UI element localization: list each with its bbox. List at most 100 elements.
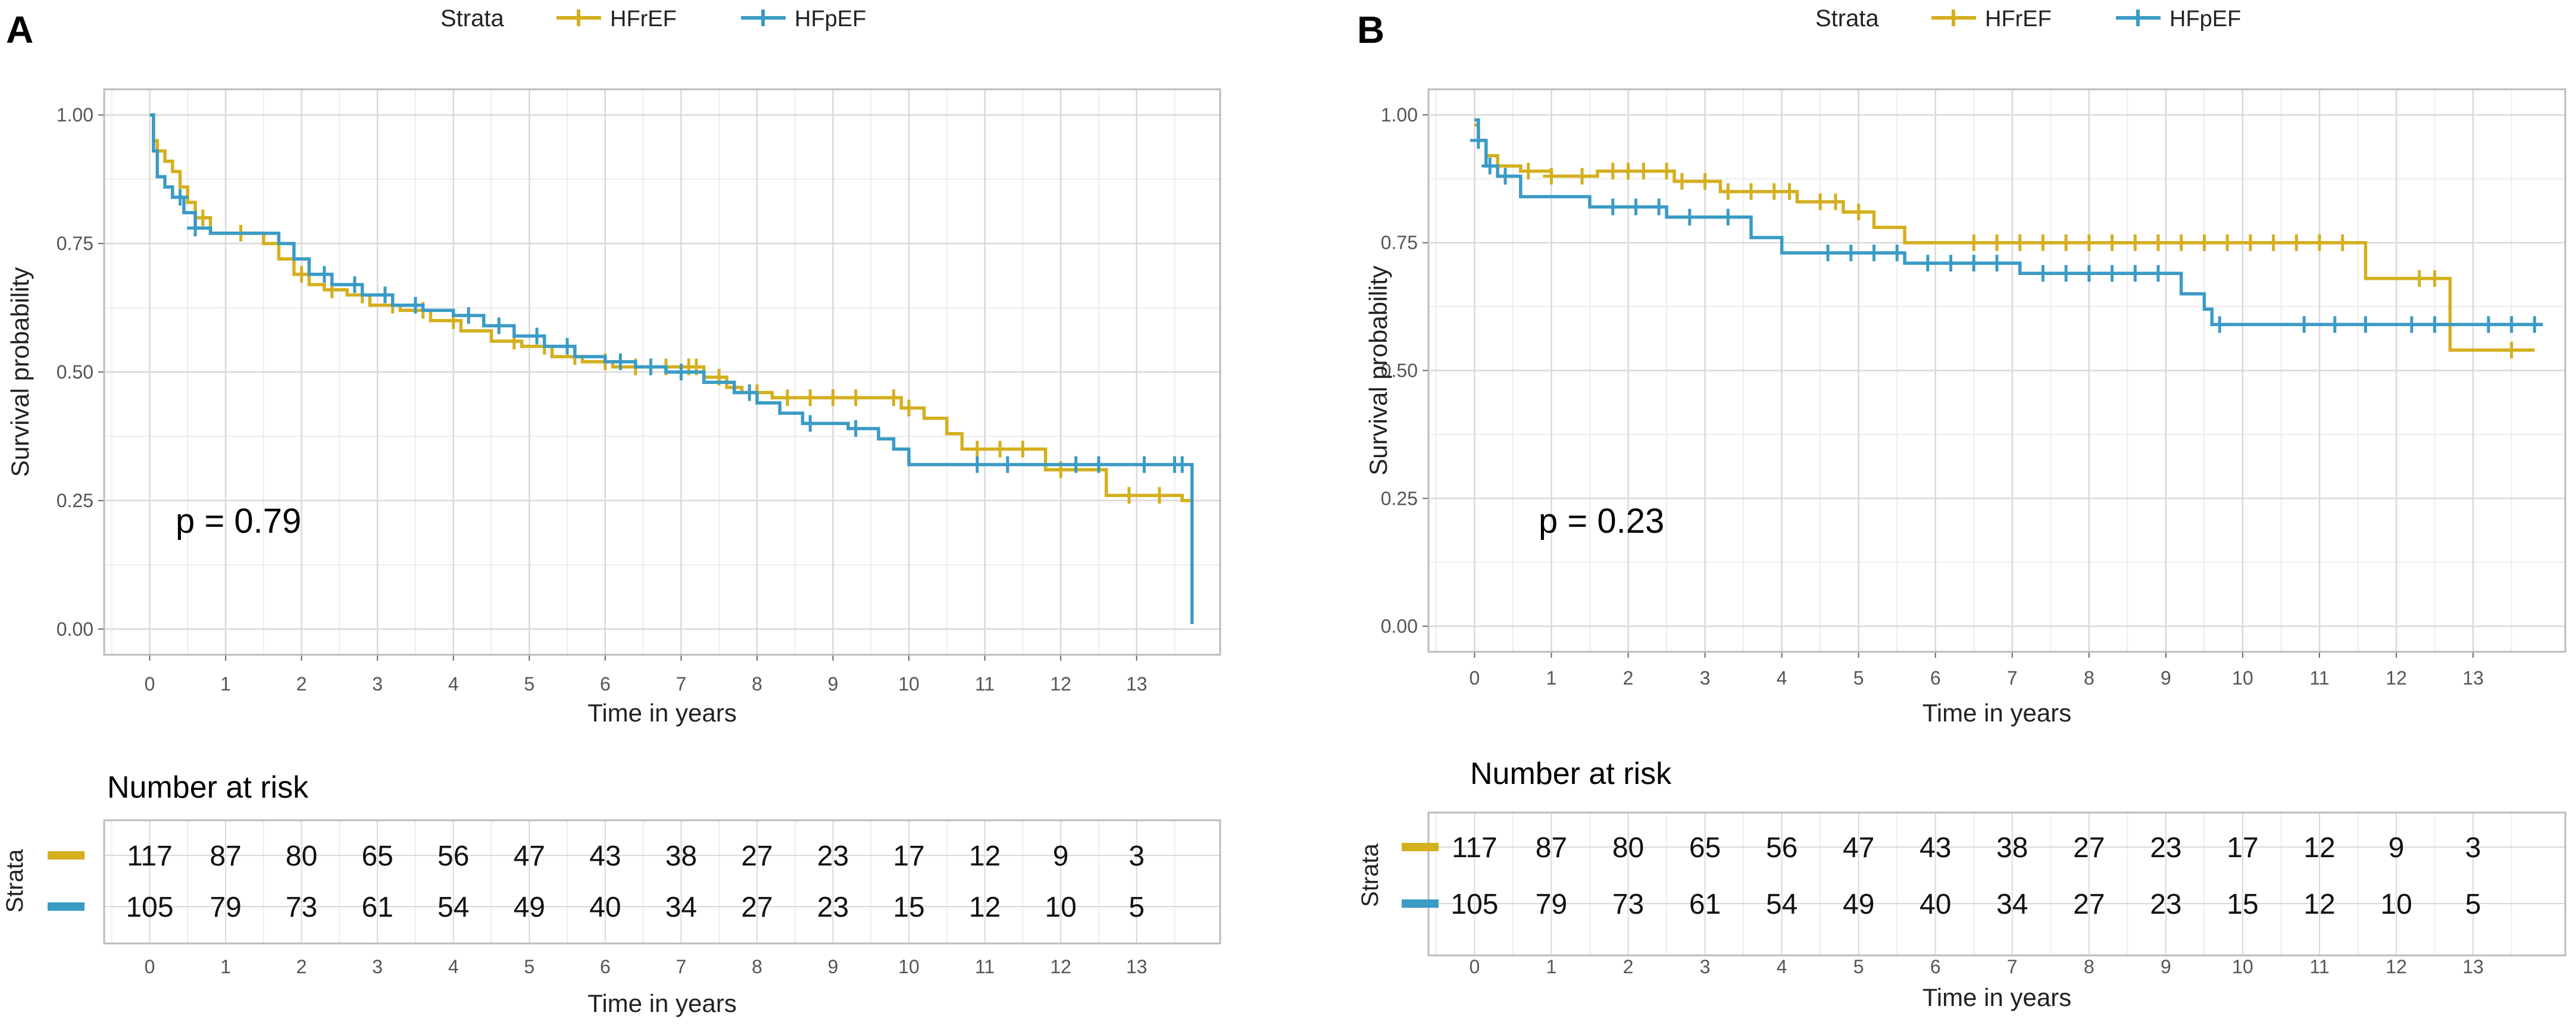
risk-count: 10 xyxy=(2380,889,2412,920)
risk-count: 17 xyxy=(893,840,924,872)
x-axis-label: Time in years xyxy=(1922,699,2072,727)
risk-table-title: Number at risk xyxy=(1470,757,1672,791)
censor-mark xyxy=(1481,157,1499,174)
risk-count: 38 xyxy=(1996,832,2028,864)
censor-mark xyxy=(1604,198,1621,215)
x-tick-label: 3 xyxy=(1700,667,1711,689)
risk-count: 9 xyxy=(2389,832,2405,864)
x-tick-label: 8 xyxy=(2084,667,2094,689)
risk-count: 12 xyxy=(969,840,1001,872)
legend-label: HFpEF xyxy=(795,7,866,32)
censor-mark xyxy=(1627,198,1645,215)
censor-mark xyxy=(1919,255,1936,272)
risk-table-border xyxy=(1427,811,2566,957)
risk-count: 56 xyxy=(437,840,469,872)
risk-x-tick-label: 11 xyxy=(975,956,995,977)
censor-mark xyxy=(901,399,918,417)
legend: Strata HFrEF HFpEF xyxy=(1815,5,2241,32)
censor-mark xyxy=(1014,440,1031,458)
risk-count: 38 xyxy=(665,840,697,872)
risk-count: 3 xyxy=(2465,832,2481,864)
censor-mark xyxy=(1543,168,1560,185)
risk-count: 12 xyxy=(2303,889,2335,920)
censor-mark xyxy=(2403,316,2420,333)
censor-mark xyxy=(2526,316,2543,333)
risk-count: 12 xyxy=(969,892,1001,923)
x-tick-label: 5 xyxy=(524,673,534,695)
censor-mark xyxy=(1765,183,1783,200)
censor-mark xyxy=(779,389,796,407)
risk-count: 47 xyxy=(1843,832,1874,864)
risk-count: 9 xyxy=(1053,840,1069,872)
censor-mark xyxy=(1965,255,1983,272)
censor-mark xyxy=(490,317,508,335)
legend-item-hfpef[interactable]: HFpEF xyxy=(741,7,866,32)
y-axis-label: Survival probability xyxy=(6,267,34,477)
y-tick-label: 0.50 xyxy=(57,361,93,383)
censor-mark xyxy=(187,220,204,237)
p-value: p = 0.23 xyxy=(1539,502,1664,540)
censor-mark xyxy=(1090,456,1107,473)
risk-count: 27 xyxy=(2073,889,2105,920)
censor-mark xyxy=(2326,316,2343,333)
risk-x-tick-label: 12 xyxy=(1050,956,1071,977)
risk-count: 17 xyxy=(2227,832,2258,864)
censor-mark xyxy=(2357,316,2374,333)
risk-count: 15 xyxy=(2227,889,2258,920)
x-tick-label: 10 xyxy=(2232,667,2253,689)
risk-x-tick-label: 9 xyxy=(2161,956,2171,977)
x-tick-label: 4 xyxy=(448,673,459,695)
risk-x-tick-label: 7 xyxy=(676,956,686,977)
x-tick-label: 2 xyxy=(1623,667,1634,689)
censor-mark xyxy=(1781,183,1798,200)
censor-mark xyxy=(2080,234,2097,251)
legend-item-hfref[interactable]: HFrEF xyxy=(557,7,677,32)
x-axis-label: Time in years xyxy=(587,699,737,727)
censor-mark xyxy=(529,327,546,345)
risk-count: 40 xyxy=(589,892,621,923)
risk-count: 23 xyxy=(2150,889,2181,920)
censor-mark xyxy=(1850,204,1867,221)
censor-mark xyxy=(2288,234,2305,251)
panel-label: A xyxy=(6,8,33,51)
risk-count: 23 xyxy=(2150,832,2181,864)
y-tick-label: 0.00 xyxy=(1381,615,1418,637)
plot-border xyxy=(1427,88,2566,653)
censor-mark xyxy=(315,265,333,283)
censor-mark xyxy=(2219,234,2236,251)
x-tick-label: 4 xyxy=(1777,667,1787,689)
censor-mark xyxy=(1743,183,1760,200)
risk-x-tick-label: 8 xyxy=(2084,956,2094,977)
censor-mark xyxy=(2411,270,2428,287)
censor-mark xyxy=(741,384,758,401)
panel-label: B xyxy=(1357,8,1384,51)
censor-mark xyxy=(2011,234,2028,251)
risk-count: 65 xyxy=(1689,832,1721,864)
legend-item-hfpef[interactable]: HFpEF xyxy=(2116,7,2241,32)
risk-count: 12 xyxy=(2303,832,2335,864)
y-tick-label: 0.00 xyxy=(57,618,93,640)
censor-mark xyxy=(847,420,864,437)
censor-mark xyxy=(1151,487,1168,504)
censor-mark xyxy=(1989,234,2005,251)
risk-count: 3 xyxy=(1128,840,1145,872)
plot-grid: 0 1 2 3 4 5 6 7 8 9 10 11 12 130.000.250.500.751.00 xyxy=(1381,88,2566,689)
y-tick-label: 0.50 xyxy=(1381,360,1418,382)
censor-mark xyxy=(1673,173,1690,190)
risk-count: 80 xyxy=(1612,832,1644,864)
censor-mark xyxy=(2058,234,2075,251)
legend-item-hfref[interactable]: HFrEF xyxy=(1931,7,2052,32)
risk-count: 87 xyxy=(210,840,241,872)
censor-mark xyxy=(2150,265,2167,282)
legend: Strata HFrEF HFpEF xyxy=(440,5,866,32)
p-value: p = 0.79 xyxy=(176,502,301,540)
censor-mark xyxy=(2034,265,2052,282)
legend-label: HFrEF xyxy=(1985,7,2052,32)
censor-mark xyxy=(1136,456,1153,473)
risk-count: 34 xyxy=(665,892,697,923)
risk-count: 117 xyxy=(127,840,173,872)
censor-mark xyxy=(2426,270,2443,287)
censor-mark xyxy=(802,415,819,432)
